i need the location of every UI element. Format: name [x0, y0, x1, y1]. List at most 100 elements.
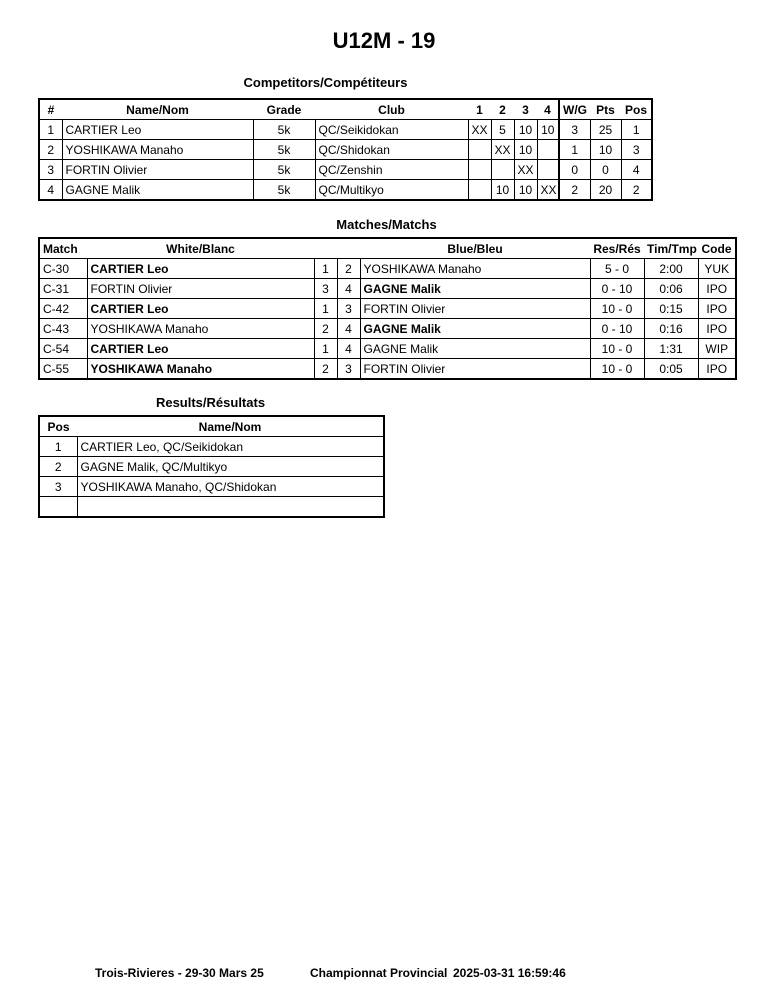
column-header: Blue/Bleu [360, 237, 590, 259]
competitor-cell: QC/Multikyo [314, 179, 469, 201]
competitor-cell: 5 [490, 119, 515, 140]
footer-event: Championnat Provincial [310, 966, 448, 980]
match-code: IPO [697, 358, 737, 380]
competitor-cell: XX [467, 119, 492, 140]
match-match: C-42 [38, 298, 88, 319]
column-header: Grade [253, 98, 315, 120]
match-row: C-43 YOSHIKAWA Manaho 2 4 GAGNE Malik 0 - 10 0… [38, 318, 737, 339]
match-bn: 4 [336, 338, 361, 359]
match-time: 0:16 [643, 318, 699, 339]
competitor-cell: 4 [620, 159, 653, 180]
match-time: 1:31 [643, 338, 699, 359]
competitors-table: # Name/Nom Grade Club 1 2 3 4 W/G Pts Pos 1 CARTIER … [38, 98, 653, 201]
match-row: C-30 CARTIER Leo 1 2 YOSHIKAWA Manaho 5 - 0 2:… [38, 258, 737, 279]
match-white: CARTIER Leo [86, 338, 315, 359]
competitor-cell: 5k [252, 179, 316, 201]
competitors-heading: Competitors/Compétiteurs [243, 75, 408, 90]
column-header: 2 [491, 98, 514, 120]
result-cell: 3 [38, 476, 78, 497]
result-row: 1 CARTIER Leo, QC/Seikidokan [38, 436, 385, 457]
match-bn: 2 [336, 258, 361, 279]
competitor-cell [490, 159, 515, 180]
result-row [38, 496, 385, 518]
match-white: YOSHIKAWA Manaho [86, 318, 315, 339]
competitor-cell: YOSHIKAWA Manaho [61, 139, 254, 160]
column-header: Pos [39, 415, 77, 437]
column-header: 3 [514, 98, 537, 120]
match-blue: YOSHIKAWA Manaho [359, 258, 591, 279]
competitor-row: 3 FORTIN Olivier 5k QC/Zenshin XX 0 0 4 [38, 159, 653, 180]
competitor-cell [536, 139, 560, 160]
competitor-cell: 2 [558, 179, 591, 201]
result-cell: YOSHIKAWA Manaho, QC/Shidokan [76, 476, 385, 497]
match-row: C-42 CARTIER Leo 1 3 FORTIN Olivier 10 - 0 0:1… [38, 298, 737, 319]
match-wn: 1 [313, 298, 338, 319]
match-blue: GAGNE Malik [359, 318, 591, 339]
match-res: 10 - 0 [589, 358, 645, 380]
match-white: FORTIN Olivier [86, 278, 315, 299]
match-match: C-54 [38, 338, 88, 359]
competitor-cell: QC/Seikidokan [314, 119, 469, 140]
competitor-cell [467, 179, 492, 201]
column-header: Tim/Tmp [644, 237, 698, 259]
matches-table: Match White/Blanc Blue/Bleu Res/Rés Tim/Tmp C… [38, 237, 737, 380]
match-row: C-54 CARTIER Leo 1 4 GAGNE Malik 10 - 0 1:31 WI… [38, 338, 737, 359]
match-code: YUK [697, 258, 737, 279]
competitor-cell: 2 [38, 139, 63, 160]
column-header [337, 237, 360, 259]
match-res: 0 - 10 [589, 278, 645, 299]
results-heading: Results/Résultats [155, 395, 266, 410]
competitor-cell: XX [513, 159, 538, 180]
match-res: 0 - 10 [589, 318, 645, 339]
competitor-cell: 1 [620, 119, 653, 140]
competitor-cell: 10 [513, 139, 538, 160]
competitor-cell: 1 [38, 119, 63, 140]
footer-timestamp: 2025-03-31 16:59:46 [453, 966, 566, 980]
competitor-cell: 5k [252, 119, 316, 140]
match-code: IPO [697, 298, 737, 319]
competitor-cell: 3 [558, 119, 591, 140]
competitor-cell: QC/Zenshin [314, 159, 469, 180]
match-bn: 4 [336, 278, 361, 299]
footer-location: Trois-Rivieres - 29-30 Mars 25 [95, 966, 264, 980]
competitor-cell: 10 [589, 139, 622, 160]
result-cell: GAGNE Malik, QC/Multikyo [76, 456, 385, 477]
competitor-cell: 10 [536, 119, 560, 140]
match-white: YOSHIKAWA Manaho [86, 358, 315, 380]
column-header: Code [698, 237, 736, 259]
match-res: 5 - 0 [589, 258, 645, 279]
column-header: W/G [558, 98, 590, 120]
results-table: Pos Name/Nom 1 CARTIER Leo, QC/Seikidokan 2 G… [38, 415, 385, 518]
competitor-cell: 3 [620, 139, 653, 160]
result-row: 3 YOSHIKAWA Manaho, QC/Shidokan [38, 476, 385, 497]
column-header: 1 [468, 98, 491, 120]
match-wn: 1 [313, 258, 338, 279]
column-header: White/Blanc [87, 237, 314, 259]
match-bn: 3 [336, 358, 361, 380]
match-code: IPO [697, 318, 737, 339]
competitor-cell: 1 [558, 139, 591, 160]
match-res: 10 - 0 [589, 298, 645, 319]
competitor-row: 4 GAGNE Malik 5k QC/Multikyo 10 10 XX 2 20 2 [38, 179, 653, 201]
competitor-cell: 10 [513, 179, 538, 201]
result-cell: 2 [38, 456, 78, 477]
match-match: C-55 [38, 358, 88, 380]
competitor-cell: 10 [490, 179, 515, 201]
competitor-cell: 25 [589, 119, 622, 140]
match-time: 0:15 [643, 298, 699, 319]
competitor-row: 2 YOSHIKAWA Manaho 5k QC/Shidokan XX 10 1 10 3 [38, 139, 653, 160]
competitor-cell: CARTIER Leo [61, 119, 254, 140]
match-bn: 4 [336, 318, 361, 339]
match-match: C-43 [38, 318, 88, 339]
match-blue: FORTIN Olivier [359, 358, 591, 380]
match-time: 0:05 [643, 358, 699, 380]
column-header: # [39, 98, 62, 120]
column-header: Name/Nom [62, 98, 253, 120]
competitor-cell: GAGNE Malik [61, 179, 254, 201]
page-title: U12M - 19 [332, 28, 436, 53]
competitor-cell: 5k [252, 139, 316, 160]
match-time: 2:00 [643, 258, 699, 279]
matches-heading: Matches/Matchs [336, 217, 437, 232]
column-header: 4 [537, 98, 559, 120]
